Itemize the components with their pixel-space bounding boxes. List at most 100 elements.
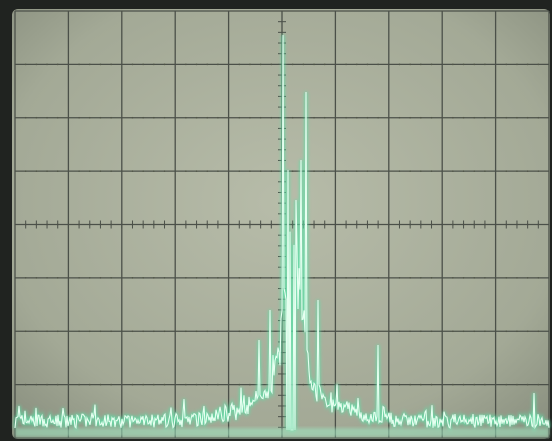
subdivision-dot [398, 330, 401, 333]
subdivision-dot [78, 383, 80, 386]
subdivision-dot [35, 330, 38, 333]
subdivision-dot [184, 116, 187, 119]
subdivision-dot [131, 116, 134, 119]
subdivision-dot [419, 330, 422, 333]
subdivision-dot [462, 276, 465, 279]
subdivision-dot [206, 170, 209, 173]
subdivision-dot [462, 383, 465, 386]
subdivision-dot [516, 330, 518, 333]
subdivision-dot [163, 276, 166, 279]
subdivision-dot [398, 383, 401, 386]
subdivision-dot [313, 276, 315, 279]
subdivision-dot [484, 330, 486, 333]
subdivision-dot [78, 63, 80, 66]
subdivision-dot [377, 63, 380, 66]
trace-floor [15, 428, 549, 437]
subdivision-dot [345, 116, 347, 119]
subdivision-dot [451, 330, 454, 333]
subdivision-dot [78, 276, 80, 279]
subdivision-dot [206, 330, 209, 333]
subdivision-dot [131, 383, 134, 386]
subdivision-dot [88, 63, 91, 66]
subdivision-dot [56, 116, 59, 119]
subdivision-dot [345, 276, 347, 279]
subdivision-dot [419, 116, 422, 119]
subdivision-dot [345, 63, 347, 66]
subdivision-dot [366, 330, 369, 333]
subdivision-dot [323, 116, 326, 119]
subdivision-dot [99, 383, 102, 386]
subdivision-dot [142, 383, 145, 386]
subdivision-dot [78, 330, 80, 333]
subdivision-dot [46, 276, 48, 279]
subdivision-dot [409, 330, 412, 333]
subdivision-dot [505, 63, 508, 66]
subdivision-dot [110, 116, 113, 119]
subdivision-dot [430, 116, 433, 119]
subdivision-dot [409, 116, 412, 119]
subdivision-dot [366, 383, 369, 386]
subdivision-dot [163, 383, 166, 386]
subdivision-dot [291, 170, 294, 173]
subdivision-dot [366, 63, 369, 66]
subdivision-dot [451, 116, 454, 119]
subdivision-dot [259, 116, 262, 119]
subdivision-dot [473, 330, 476, 333]
subdivision-dot [99, 63, 102, 66]
subdivision-dot [430, 63, 433, 66]
subdivision-dot [526, 116, 529, 119]
subdivision-dot [484, 116, 486, 119]
subdivision-dot [473, 383, 476, 386]
subdivision-dot [88, 383, 91, 386]
subdivision-dot [516, 276, 518, 279]
subdivision-dot [430, 330, 433, 333]
subdivision-dot [217, 63, 219, 66]
subdivision-dot [238, 383, 241, 386]
subdivision-dot [184, 170, 187, 173]
subdivision-dot [270, 63, 273, 66]
subdivision-dot [473, 276, 476, 279]
subdivision-dot [184, 383, 187, 386]
subdivision-dot [398, 63, 401, 66]
subdivision-dot [259, 276, 262, 279]
subdivision-dot [323, 383, 326, 386]
subdivision-dot [152, 330, 155, 333]
subdivision-dot [56, 170, 59, 173]
subdivision-dot [217, 170, 219, 173]
subdivision-dot [345, 330, 347, 333]
subdivision-dot [24, 330, 27, 333]
subdivision-dot [88, 276, 91, 279]
subdivision-dot [526, 383, 529, 386]
subdivision-dot [249, 276, 251, 279]
subdivision-dot [249, 383, 251, 386]
subdivision-dot [35, 383, 38, 386]
subdivision-dot [430, 170, 433, 173]
subdivision-dot [484, 170, 486, 173]
subdivision-dot [526, 170, 529, 173]
subdivision-dot [516, 63, 518, 66]
subdivision-dot [419, 170, 422, 173]
subdivision-dot [195, 116, 198, 119]
subdivision-dot [195, 63, 198, 66]
subdivision-dot [163, 170, 166, 173]
subdivision-dot [99, 170, 102, 173]
subdivision-dot [473, 116, 476, 119]
subdivision-dot [99, 116, 102, 119]
subdivision-dot [78, 170, 80, 173]
subdivision-dot [451, 170, 454, 173]
subdivision-dot [366, 276, 369, 279]
trace [13, 34, 551, 437]
subdivision-dot [131, 170, 134, 173]
subdivision-dot [526, 63, 529, 66]
subdivision-dot [484, 276, 486, 279]
subdivision-dot [270, 170, 273, 173]
subdivision-dot [323, 330, 326, 333]
subdivision-dot [537, 330, 540, 333]
subdivision-dot [99, 276, 102, 279]
subdivision-dot [526, 330, 529, 333]
subdivision-dot [355, 383, 358, 386]
subdivision-dot [238, 116, 241, 119]
subdivision-dot [377, 276, 380, 279]
subdivision-dot [184, 276, 187, 279]
